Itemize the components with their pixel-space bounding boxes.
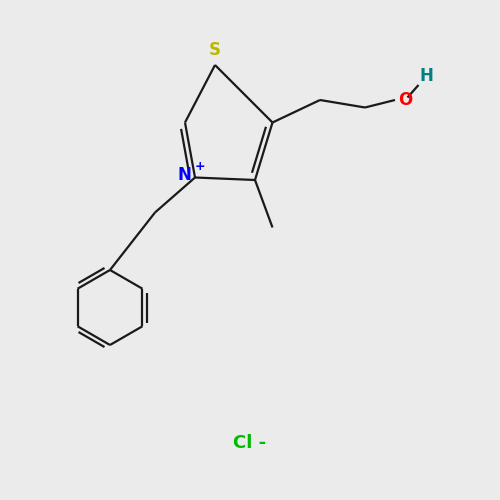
- Text: S: S: [209, 41, 221, 59]
- Text: O: O: [398, 91, 412, 109]
- Text: H: H: [419, 67, 433, 85]
- Text: N: N: [177, 166, 191, 184]
- Text: +: +: [194, 160, 205, 173]
- Text: Cl -: Cl -: [234, 434, 266, 452]
